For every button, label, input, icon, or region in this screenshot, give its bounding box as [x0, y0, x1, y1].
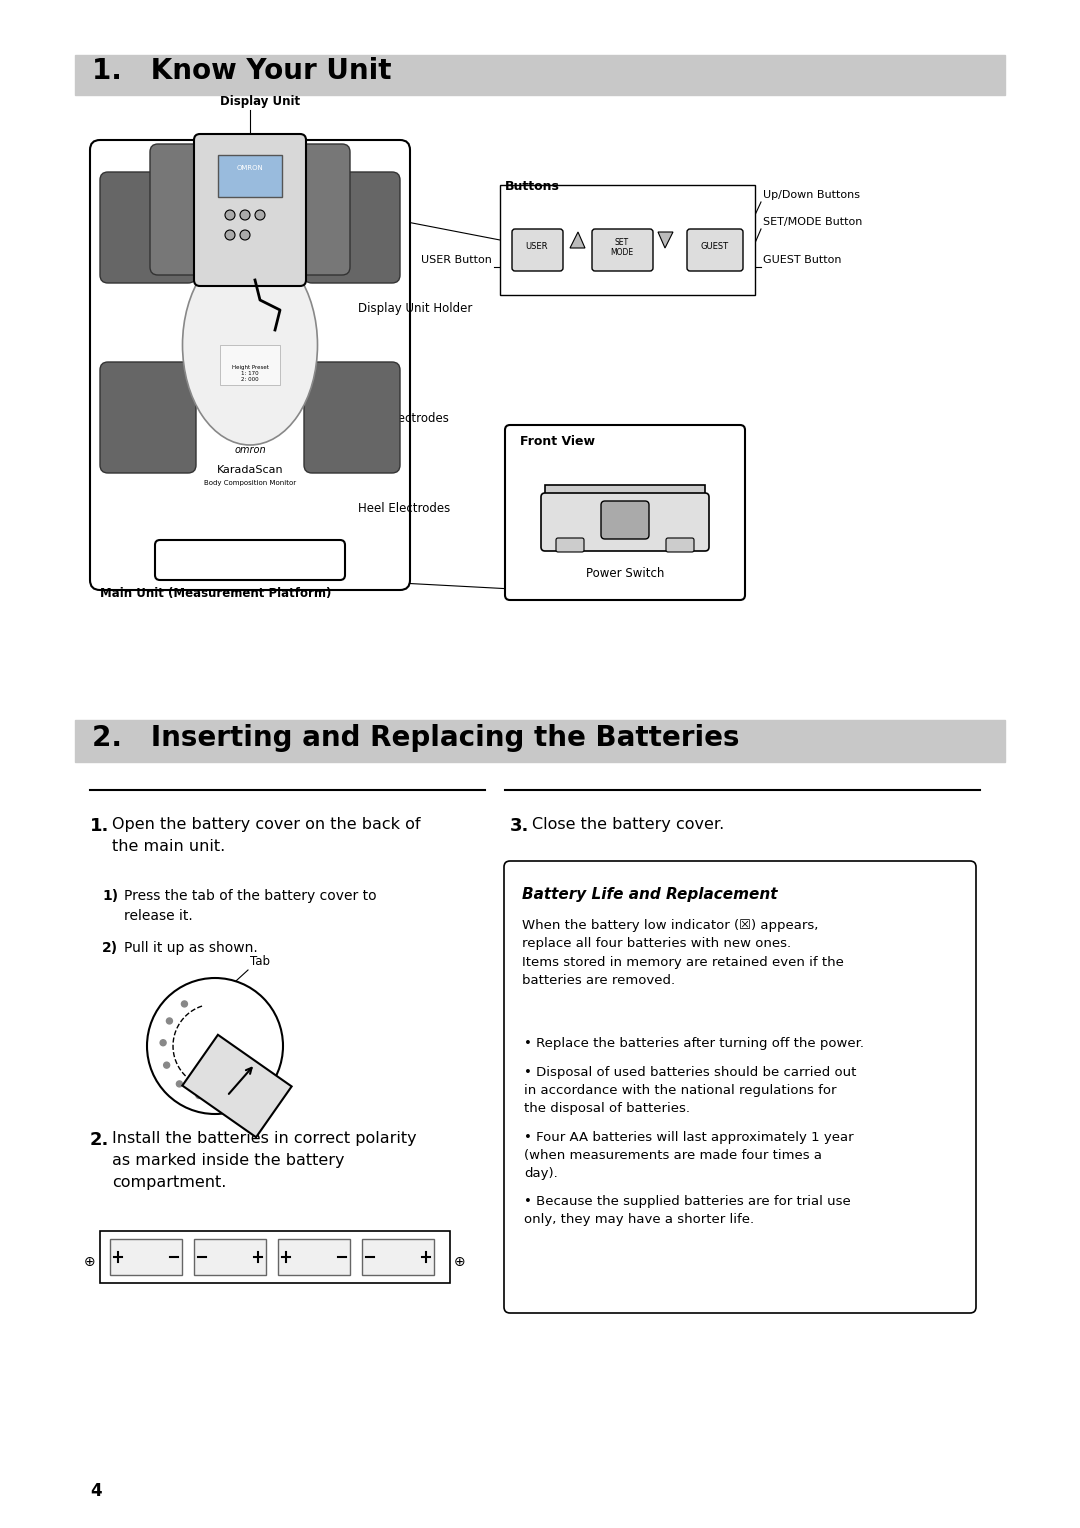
FancyBboxPatch shape: [556, 538, 584, 552]
Text: Open the battery cover on the back of
the main unit.: Open the battery cover on the back of th…: [112, 817, 420, 854]
Text: When the battery low indicator (☒) appears,
replace all four batteries with new : When the battery low indicator (☒) appea…: [522, 918, 843, 987]
FancyBboxPatch shape: [303, 173, 400, 283]
FancyBboxPatch shape: [504, 860, 976, 1313]
FancyBboxPatch shape: [150, 144, 206, 275]
Bar: [362, 1239, 434, 1274]
Text: Front View: Front View: [519, 435, 595, 448]
Text: 1.   Know Your Unit: 1. Know Your Unit: [92, 57, 391, 86]
Polygon shape: [658, 232, 673, 248]
Bar: [100, 1232, 450, 1284]
Text: 1): 1): [102, 889, 118, 903]
FancyBboxPatch shape: [600, 501, 649, 539]
Text: Display: Display: [165, 177, 208, 189]
Circle shape: [181, 1001, 188, 1007]
Text: Foot Electrodes: Foot Electrodes: [357, 413, 449, 425]
Ellipse shape: [183, 244, 318, 445]
Text: GUEST Button: GUEST Button: [762, 255, 841, 264]
Bar: [75, 720, 1005, 762]
Text: 1.: 1.: [90, 817, 109, 834]
Text: Buttons: Buttons: [505, 180, 559, 193]
Text: Grip Electrodes: Grip Electrodes: [165, 151, 256, 165]
FancyBboxPatch shape: [666, 538, 694, 552]
Text: Tab: Tab: [249, 955, 270, 969]
FancyBboxPatch shape: [303, 362, 400, 474]
FancyBboxPatch shape: [100, 362, 195, 474]
Bar: [220, 345, 280, 385]
Text: Power Switch: Power Switch: [585, 567, 664, 581]
Text: Battery Life and Replacement: Battery Life and Replacement: [522, 886, 778, 902]
Text: OMRON: OMRON: [237, 165, 264, 171]
Bar: [545, 484, 705, 497]
Circle shape: [166, 1018, 173, 1024]
Text: Body Composition Monitor: Body Composition Monitor: [204, 480, 296, 486]
Text: Main Unit (Measurement Platform): Main Unit (Measurement Platform): [100, 587, 332, 601]
Polygon shape: [570, 232, 585, 248]
Circle shape: [225, 209, 235, 220]
Text: Close the battery cover.: Close the battery cover.: [532, 817, 725, 833]
Circle shape: [240, 209, 249, 220]
FancyBboxPatch shape: [687, 229, 743, 270]
FancyBboxPatch shape: [100, 173, 195, 283]
Text: GUEST: GUEST: [701, 241, 729, 251]
Bar: [194, 1239, 266, 1274]
Text: ⊕: ⊕: [84, 1254, 96, 1268]
Text: SET/MODE Button: SET/MODE Button: [762, 217, 862, 228]
Bar: [75, 55, 1005, 95]
Text: • Disposal of used batteries should be carried out
in accordance with the nation: • Disposal of used batteries should be c…: [524, 1067, 856, 1115]
Bar: [500, 185, 755, 295]
Text: 2.: 2.: [90, 1131, 109, 1149]
Circle shape: [225, 231, 235, 240]
Text: Install the batteries in correct polarity
as marked inside the battery
compartme: Install the batteries in correct polarit…: [112, 1131, 417, 1190]
FancyBboxPatch shape: [156, 539, 345, 581]
FancyBboxPatch shape: [194, 134, 306, 286]
Text: • Because the supplied batteries are for trial use
only, they may have a shorter: • Because the supplied batteries are for…: [524, 1195, 851, 1227]
Text: 3.: 3.: [510, 817, 529, 834]
Text: Height Preset
1: 170
2: 000: Height Preset 1: 170 2: 000: [231, 365, 269, 382]
Text: USER Button: USER Button: [421, 255, 492, 264]
Text: KaradaScan: KaradaScan: [217, 465, 283, 475]
Polygon shape: [183, 1034, 292, 1137]
Text: Display Unit: Display Unit: [220, 95, 300, 108]
Text: Heel Electrodes: Heel Electrodes: [357, 503, 450, 515]
Text: 2.   Inserting and Replacing the Batteries: 2. Inserting and Replacing the Batteries: [92, 724, 740, 752]
Bar: [278, 1239, 350, 1274]
Text: Cord: Cord: [228, 277, 256, 290]
FancyBboxPatch shape: [505, 425, 745, 601]
FancyBboxPatch shape: [592, 229, 653, 270]
Circle shape: [147, 978, 283, 1114]
Text: Display Unit Holder: Display Unit Holder: [357, 303, 472, 315]
Circle shape: [195, 1093, 202, 1099]
FancyBboxPatch shape: [90, 141, 410, 590]
FancyBboxPatch shape: [294, 144, 350, 275]
Circle shape: [160, 1039, 166, 1045]
Circle shape: [164, 1062, 170, 1068]
Text: • Four AA batteries will last approximately 1 year
(when measurements are made f: • Four AA batteries will last approximat…: [524, 1131, 853, 1180]
Text: Up/Down Buttons: Up/Down Buttons: [762, 189, 860, 200]
FancyBboxPatch shape: [512, 229, 563, 270]
Text: 2): 2): [102, 941, 118, 955]
Bar: [110, 1239, 183, 1274]
Text: SET
MODE: SET MODE: [610, 238, 634, 257]
Text: 4: 4: [90, 1482, 102, 1500]
Text: • Replace the batteries after turning off the power.: • Replace the batteries after turning of…: [524, 1038, 864, 1050]
Text: omron: omron: [234, 445, 266, 455]
Text: Press the tab of the battery cover to
release it.: Press the tab of the battery cover to re…: [124, 889, 377, 923]
Text: ⊕: ⊕: [455, 1254, 465, 1268]
Circle shape: [240, 231, 249, 240]
Circle shape: [255, 209, 265, 220]
Circle shape: [176, 1080, 183, 1086]
Text: USER: USER: [526, 241, 549, 251]
Text: Pull it up as shown.: Pull it up as shown.: [124, 941, 258, 955]
FancyBboxPatch shape: [541, 494, 708, 552]
Bar: [218, 154, 282, 197]
